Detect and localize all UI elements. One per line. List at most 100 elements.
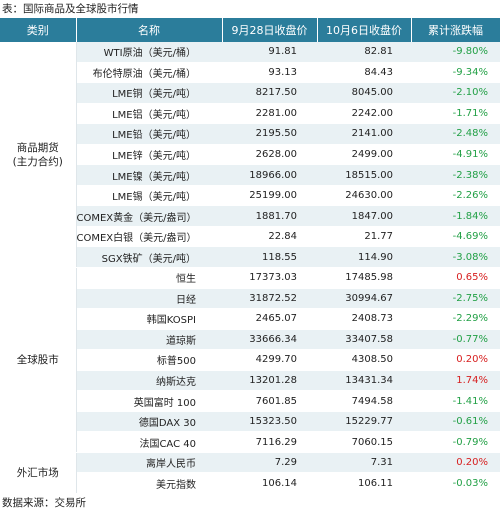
table-row: LME铅（美元/吨） 2195.50 2141.00 -2.48% <box>0 123 500 145</box>
table-row: 法国CAC 40 7116.29 7060.15 -0.79% <box>0 431 500 453</box>
close-sep28-cell: 2195.50 <box>222 123 317 145</box>
close-sep28-cell: 91.81 <box>222 42 317 63</box>
close-oct6-cell: 2499.00 <box>317 144 411 166</box>
close-sep28-cell: 7.29 <box>222 452 317 474</box>
close-sep28-cell: 7601.85 <box>222 390 317 412</box>
table-row: LME铜（美元/吨） 8217.50 8045.00 -2.10% <box>0 82 500 104</box>
close-oct6-cell: 33407.58 <box>317 329 411 351</box>
close-sep28-cell: 93.13 <box>222 62 317 84</box>
close-oct6-cell: 30994.67 <box>317 288 411 310</box>
change-cell: -1.84% <box>411 205 500 227</box>
close-sep28-cell: 17373.03 <box>222 267 317 289</box>
table-row: 德国DAX 30 15323.50 15229.77 -0.61% <box>0 411 500 433</box>
close-oct6-cell: 7060.15 <box>317 431 411 453</box>
table-row: 商品期货 (主力合约) WTI原油（美元/桶） 91.81 82.81 -9.80% <box>0 42 500 269</box>
close-oct6-cell: 82.81 <box>317 42 411 63</box>
category-cell: 全球股市 <box>0 267 77 453</box>
table-row: 纳斯达克 13201.28 13431.34 1.74% <box>0 370 500 392</box>
close-sep28-cell: 118.55 <box>222 246 317 269</box>
close-oct6-cell: 7.31 <box>317 452 411 474</box>
header-change: 累计涨跌幅 <box>411 18 500 42</box>
table-row: COMEX白银（美元/盎司） 22.84 21.77 -4.69% <box>0 226 500 248</box>
name-cell: 恒生 <box>76 267 222 289</box>
header-row: 类别 名称 9月28日收盘价 10月6日收盘价 累计涨跌幅 <box>0 18 500 42</box>
name-cell: 德国DAX 30 <box>76 411 222 433</box>
table-body: 商品期货 (主力合约) WTI原油（美元/桶） 91.81 82.81 -9.80% 布伦… <box>0 42 500 495</box>
change-cell: 0.20% <box>411 349 500 371</box>
change-cell: -3.08% <box>411 246 500 269</box>
name-cell: COMEX黄金（美元/盎司） <box>76 205 222 227</box>
close-sep28-cell: 33666.34 <box>222 329 317 351</box>
close-oct6-cell: 2408.73 <box>317 308 411 330</box>
change-cell: -9.34% <box>411 62 500 84</box>
table-row: LME锌（美元/吨） 2628.00 2499.00 -4.91% <box>0 144 500 166</box>
category-cell: 商品期货 (主力合约) <box>0 42 77 269</box>
change-cell: -0.79% <box>411 431 500 453</box>
close-sep28-cell: 4299.70 <box>222 349 317 371</box>
name-cell: 标普500 <box>76 349 222 371</box>
table-row: 标普500 4299.70 4308.50 0.20% <box>0 349 500 371</box>
name-cell: 英国富时 100 <box>76 390 222 412</box>
name-cell: LME锌（美元/吨） <box>76 144 222 166</box>
close-oct6-cell: 106.11 <box>317 472 411 495</box>
close-sep28-cell: 7116.29 <box>222 431 317 453</box>
name-cell: 道琼斯 <box>76 329 222 351</box>
close-oct6-cell: 84.43 <box>317 62 411 84</box>
close-oct6-cell: 4308.50 <box>317 349 411 371</box>
close-oct6-cell: 114.90 <box>317 246 411 269</box>
change-cell: -2.38% <box>411 164 500 186</box>
table-row: 英国富时 100 7601.85 7494.58 -1.41% <box>0 390 500 412</box>
header-close-sep28: 9月28日收盘价 <box>222 18 318 42</box>
name-cell: LME铝（美元/吨） <box>76 103 222 125</box>
name-cell: 纳斯达克 <box>76 370 222 392</box>
table-row: 全球股市 恒生 17373.03 17485.98 0.65% <box>0 267 500 453</box>
close-oct6-cell: 2141.00 <box>317 123 411 145</box>
category-cell: 外汇市场 <box>0 452 77 495</box>
close-sep28-cell: 25199.00 <box>222 185 317 207</box>
close-oct6-cell: 18515.00 <box>317 164 411 186</box>
header-close-oct6: 10月6日收盘价 <box>317 18 412 42</box>
close-oct6-cell: 15229.77 <box>317 411 411 433</box>
name-cell: 韩国KOSPI <box>76 308 222 330</box>
close-oct6-cell: 24630.00 <box>317 185 411 207</box>
table-row: 布伦特原油（美元/桶） 93.13 84.43 -9.34% <box>0 62 500 84</box>
change-cell: -4.91% <box>411 144 500 166</box>
table-row: 日经 31872.52 30994.67 -2.75% <box>0 288 500 310</box>
change-cell: -0.03% <box>411 472 500 495</box>
table-row: 美元指数 106.14 106.11 -0.03% <box>0 472 500 495</box>
name-cell: LME锡（美元/吨） <box>76 185 222 207</box>
close-sep28-cell: 13201.28 <box>222 370 317 392</box>
close-sep28-cell: 2281.00 <box>222 103 317 125</box>
name-cell: SGX铁矿（美元/吨） <box>76 246 222 269</box>
change-cell: -0.77% <box>411 329 500 351</box>
table-row: 韩国KOSPI 2465.07 2408.73 -2.29% <box>0 308 500 330</box>
change-cell: -2.29% <box>411 308 500 330</box>
change-cell: -2.48% <box>411 123 500 145</box>
table-row: LME镍（美元/吨） 18966.00 18515.00 -2.38% <box>0 164 500 186</box>
close-oct6-cell: 2242.00 <box>317 103 411 125</box>
name-cell: 离岸人民币 <box>76 452 222 474</box>
name-cell: 日经 <box>76 288 222 310</box>
change-cell: -1.41% <box>411 390 500 412</box>
name-cell: 美元指数 <box>76 472 222 495</box>
header-category: 类别 <box>0 18 77 42</box>
header-name: 名称 <box>76 18 223 42</box>
change-cell: -2.75% <box>411 288 500 310</box>
name-cell: LME铅（美元/吨） <box>76 123 222 145</box>
source-note: 数据来源：交易所 <box>2 497 86 510</box>
change-cell: 0.65% <box>411 267 500 289</box>
close-oct6-cell: 21.77 <box>317 226 411 248</box>
table-row: COMEX黄金（美元/盎司） 1881.70 1847.00 -1.84% <box>0 205 500 227</box>
close-sep28-cell: 2465.07 <box>222 308 317 330</box>
name-cell: LME镍（美元/吨） <box>76 164 222 186</box>
close-oct6-cell: 17485.98 <box>317 267 411 289</box>
name-cell: LME铜（美元/吨） <box>76 82 222 104</box>
name-cell: COMEX白银（美元/盎司） <box>76 226 222 248</box>
table-row: 外汇市场 离岸人民币 7.29 7.31 0.20% <box>0 452 500 495</box>
close-oct6-cell: 7494.58 <box>317 390 411 412</box>
change-cell: -1.71% <box>411 103 500 125</box>
close-sep28-cell: 8217.50 <box>222 82 317 104</box>
table-caption: 表：国际商品及全球股市行情 <box>2 3 139 15</box>
close-sep28-cell: 18966.00 <box>222 164 317 186</box>
close-oct6-cell: 8045.00 <box>317 82 411 104</box>
